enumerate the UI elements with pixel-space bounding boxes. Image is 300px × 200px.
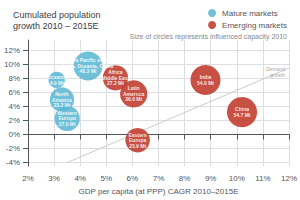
svg-text:GDP per capita (at PPP) CAGR 2: GDP per capita (at PPP) CAGR 2010–2015E xyxy=(79,187,239,196)
svg-text:23.9 Mt: 23.9 Mt xyxy=(129,143,146,149)
svg-text:Europa: Europa xyxy=(58,115,76,122)
svg-text:Africa: Africa xyxy=(108,69,123,76)
svg-text:2%: 2% xyxy=(8,116,20,125)
svg-text:10%: 10% xyxy=(4,60,20,69)
svg-text:46.3 Mt: 46.3 Mt xyxy=(80,68,97,74)
svg-text:India, Oceania, China: India, Oceania, China xyxy=(62,62,114,69)
svg-text:-2%: -2% xyxy=(6,144,20,153)
svg-text:North: North xyxy=(55,91,69,97)
svg-text:4%: 4% xyxy=(8,102,20,111)
svg-text:12%: 12% xyxy=(4,46,20,55)
svg-text:Ameroca: Ameroca xyxy=(123,90,145,97)
svg-text:36.6 Mt: 36.6 Mt xyxy=(125,96,142,102)
svg-text:54.7 Mt: 54.7 Mt xyxy=(234,112,251,118)
svg-text:27.2 Mt: 27.2 Mt xyxy=(107,80,124,86)
svg-text:Size of circles represents inf: Size of circles represents influenced ca… xyxy=(130,33,287,41)
svg-text:8%: 8% xyxy=(8,74,20,83)
svg-text:5%: 5% xyxy=(101,174,113,183)
svg-text:11%: 11% xyxy=(255,174,270,183)
svg-text:Cumulated population: Cumulated population xyxy=(13,10,101,20)
svg-text:Oceania: Oceania xyxy=(47,74,67,81)
svg-text:10%: 10% xyxy=(229,174,245,183)
svg-text:4%: 4% xyxy=(74,174,86,183)
svg-text:54.0 Mt: 54.0 Mt xyxy=(197,80,214,86)
svg-text:6%: 6% xyxy=(8,88,20,97)
svg-text:growth 2010 – 2015E: growth 2010 – 2015E xyxy=(13,21,99,31)
svg-text:Mature markets: Mature markets xyxy=(222,9,278,18)
svg-text:27.0 Mt: 27.0 Mt xyxy=(59,121,76,127)
svg-text:-4%: -4% xyxy=(6,158,20,167)
svg-text:America: America xyxy=(52,96,72,103)
svg-text:7%: 7% xyxy=(153,174,165,183)
svg-text:Eastern: Eastern xyxy=(128,131,147,138)
svg-text:India: India xyxy=(199,74,212,81)
svg-text:2%: 2% xyxy=(22,174,34,183)
svg-text:Western: Western xyxy=(57,110,77,116)
svg-text:12%: 12% xyxy=(281,174,297,183)
svg-text:9%: 9% xyxy=(205,174,217,183)
svg-text:8%: 8% xyxy=(179,174,191,183)
svg-text:4.9 Mt: 4.9 Mt xyxy=(50,80,65,86)
svg-text:China: China xyxy=(235,106,249,113)
svg-text:Asia Pacific excl.: Asia Pacific excl. xyxy=(67,57,109,64)
svg-text:Demand: Demand xyxy=(266,65,286,72)
svg-text:Emerging markets: Emerging markets xyxy=(222,21,287,30)
svg-text:Europa: Europa xyxy=(129,137,147,144)
svg-text:growth: growth xyxy=(270,72,285,78)
svg-text:23.2 Mt: 23.2 Mt xyxy=(53,102,70,108)
svg-text:6%: 6% xyxy=(127,174,139,183)
svg-text:Latin: Latin xyxy=(127,85,140,92)
svg-text:3%: 3% xyxy=(48,174,60,183)
svg-text:Middle East: Middle East xyxy=(101,74,130,81)
svg-text:0%: 0% xyxy=(8,130,20,139)
